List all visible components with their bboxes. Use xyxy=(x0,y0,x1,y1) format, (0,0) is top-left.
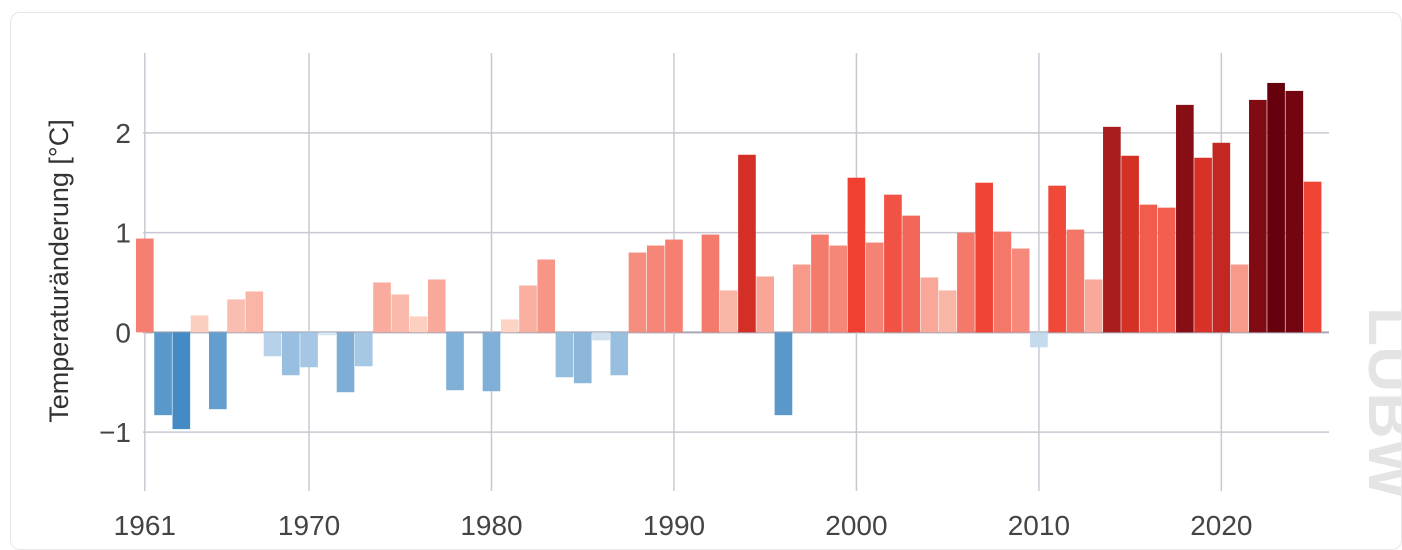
y-tick-label: 1 xyxy=(115,218,131,249)
x-tick-label: 1961 xyxy=(114,510,176,541)
bar-2014 xyxy=(1103,126,1121,333)
bar-1961 xyxy=(136,238,154,333)
bar-2019 xyxy=(1194,157,1212,333)
x-tick-label: 1990 xyxy=(643,510,705,541)
bar-2007 xyxy=(975,182,993,333)
bar-1983 xyxy=(537,259,556,333)
bar-2017 xyxy=(1157,207,1176,333)
bar-2016 xyxy=(1139,204,1158,333)
bar-1977 xyxy=(427,279,446,333)
x-tick-label: 2020 xyxy=(1190,510,1252,541)
bar-2021 xyxy=(1230,264,1249,333)
bar-1982 xyxy=(519,285,537,333)
bar-1968 xyxy=(263,332,282,357)
bar-2012 xyxy=(1066,229,1085,333)
bar-1989 xyxy=(646,245,665,333)
bars xyxy=(136,82,1322,430)
bar-1980 xyxy=(482,332,501,392)
bar-1986 xyxy=(592,332,610,341)
y-tick-label: 2 xyxy=(115,118,131,149)
x-tick-label: 1980 xyxy=(460,510,522,541)
bar-2020 xyxy=(1212,142,1231,333)
bar-1969 xyxy=(281,332,300,376)
bar-1993 xyxy=(719,290,738,333)
bar-1975 xyxy=(391,294,410,333)
bar-1999 xyxy=(829,245,848,333)
bar-2011 xyxy=(1048,185,1066,333)
bar-1978 xyxy=(446,332,464,391)
bar-2022 xyxy=(1249,99,1267,333)
bar-2005 xyxy=(938,290,957,333)
bar-2006 xyxy=(957,232,975,333)
bar-2002 xyxy=(884,194,902,333)
bar-1996 xyxy=(774,332,793,416)
bar-2004 xyxy=(920,277,939,333)
bar-1985 xyxy=(573,332,592,384)
bar-2009 xyxy=(1011,248,1030,333)
x-tick-label: 2010 xyxy=(1008,510,1070,541)
axis-ticks: −1 0 1 2 1961 1970 1980 1990 2000 2010 2020 xyxy=(99,118,1252,541)
bar-2018 xyxy=(1176,104,1194,333)
bar-1981 xyxy=(500,319,519,333)
bar-2001 xyxy=(865,242,884,333)
bar-2003 xyxy=(902,215,920,333)
bar-2024 xyxy=(1285,90,1304,333)
bar-1976 xyxy=(409,316,428,333)
x-tick-label: 2000 xyxy=(825,510,887,541)
bar-1966 xyxy=(227,299,245,333)
bar-1972 xyxy=(336,332,355,393)
bar-1994 xyxy=(738,154,756,333)
bar-1995 xyxy=(756,276,775,333)
y-tick-label: 0 xyxy=(115,317,131,348)
bar-1984 xyxy=(555,332,574,378)
bar-1987 xyxy=(610,332,629,376)
bar-1997 xyxy=(792,264,811,333)
bar-1974 xyxy=(373,282,391,333)
bar-2008 xyxy=(993,231,1012,333)
bar-1962 xyxy=(154,332,172,416)
bar-chart: −1 0 1 2 1961 1970 1980 1990 2000 2010 2020 Temper… xyxy=(44,53,1401,541)
bar-2013 xyxy=(1084,279,1103,333)
bar-1988 xyxy=(628,252,647,333)
bar-1998 xyxy=(811,234,829,333)
bar-2023 xyxy=(1267,82,1285,333)
bar-1970 xyxy=(300,332,318,368)
bar-1973 xyxy=(354,332,373,367)
y-tick-label: −1 xyxy=(99,417,131,448)
bar-1965 xyxy=(208,332,227,410)
bar-2010 xyxy=(1030,332,1048,348)
y-axis-label: Temperaturänderung [°C] xyxy=(44,119,74,422)
bar-1992 xyxy=(701,234,720,333)
lubw-watermark: LUBW xyxy=(1355,307,1401,500)
bar-1967 xyxy=(245,291,264,333)
x-tick-label: 1970 xyxy=(278,510,340,541)
bar-1964 xyxy=(190,315,209,333)
chart-card: −1 0 1 2 1961 1970 1980 1990 2000 2010 2020 Temper… xyxy=(10,12,1402,550)
bar-1971 xyxy=(318,332,337,336)
bar-1990 xyxy=(665,239,683,333)
bar-2025 xyxy=(1303,181,1322,333)
bar-1963 xyxy=(172,332,191,430)
bar-2015 xyxy=(1121,155,1139,333)
bar-2000 xyxy=(847,177,866,333)
